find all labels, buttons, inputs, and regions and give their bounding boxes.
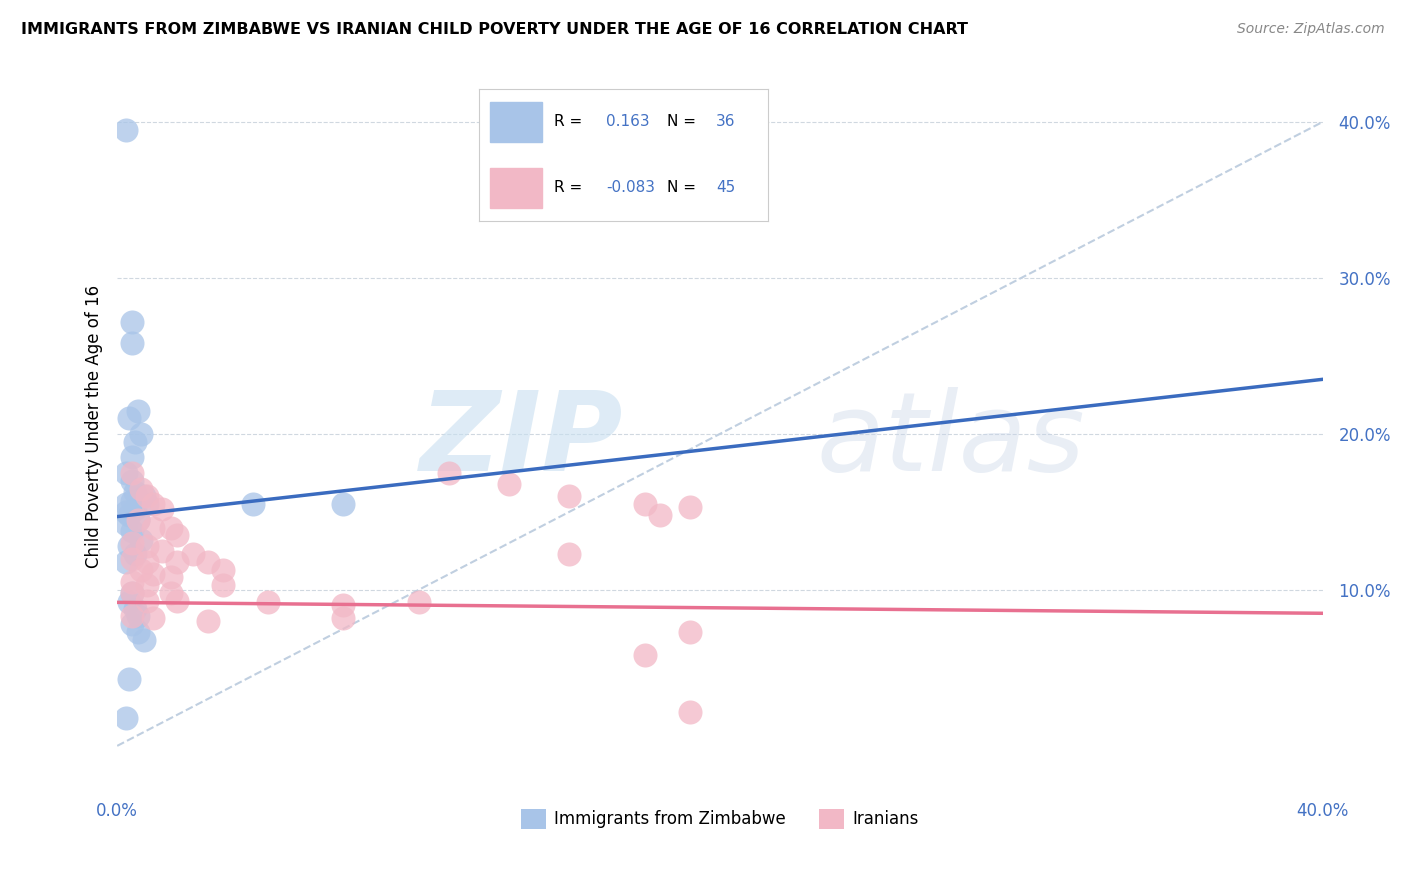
- Point: [121, 494, 143, 508]
- Point: [211, 578, 233, 592]
- Point: [118, 672, 141, 686]
- Point: [134, 489, 156, 503]
- Point: [121, 474, 143, 488]
- Point: [142, 497, 165, 511]
- Point: [124, 547, 146, 561]
- Point: [408, 595, 430, 609]
- Point: [633, 648, 655, 663]
- Point: [181, 547, 204, 561]
- Point: [633, 497, 655, 511]
- Point: [121, 586, 143, 600]
- Point: [142, 611, 165, 625]
- Point: [332, 611, 354, 625]
- Point: [115, 466, 138, 480]
- Point: [121, 575, 143, 590]
- Text: IMMIGRANTS FROM ZIMBABWE VS IRANIAN CHILD POVERTY UNDER THE AGE OF 16 CORRELATIO: IMMIGRANTS FROM ZIMBABWE VS IRANIAN CHIL…: [21, 22, 969, 37]
- Point: [121, 466, 143, 480]
- Point: [127, 609, 149, 624]
- Point: [129, 426, 152, 441]
- Point: [115, 505, 138, 519]
- Point: [127, 403, 149, 417]
- Point: [166, 528, 188, 542]
- Point: [160, 520, 183, 534]
- Point: [115, 711, 138, 725]
- Point: [118, 411, 141, 425]
- Text: atlas: atlas: [817, 387, 1085, 494]
- Point: [121, 617, 143, 632]
- Point: [127, 513, 149, 527]
- Point: [121, 524, 143, 538]
- Point: [129, 482, 152, 496]
- Point: [242, 497, 264, 511]
- Point: [558, 489, 581, 503]
- Point: [136, 539, 159, 553]
- Point: [124, 501, 146, 516]
- Text: Source: ZipAtlas.com: Source: ZipAtlas.com: [1237, 22, 1385, 37]
- Point: [124, 434, 146, 449]
- Point: [679, 705, 702, 719]
- Point: [166, 555, 188, 569]
- Text: ZIP: ZIP: [420, 387, 623, 494]
- Point: [127, 513, 149, 527]
- Point: [160, 586, 183, 600]
- Point: [679, 500, 702, 515]
- Point: [136, 555, 159, 569]
- Point: [121, 551, 143, 566]
- Point: [115, 123, 138, 137]
- Point: [121, 450, 143, 465]
- Point: [115, 497, 138, 511]
- Point: [136, 489, 159, 503]
- Point: [437, 466, 460, 480]
- Point: [166, 594, 188, 608]
- Point: [129, 533, 152, 547]
- Point: [124, 484, 146, 499]
- Point: [136, 594, 159, 608]
- Point: [197, 614, 219, 628]
- Point: [257, 595, 280, 609]
- Point: [211, 563, 233, 577]
- Legend: Immigrants from Zimbabwe, Iranians: Immigrants from Zimbabwe, Iranians: [515, 802, 925, 836]
- Point: [648, 508, 671, 522]
- Point: [150, 501, 173, 516]
- Point: [129, 563, 152, 577]
- Point: [121, 586, 143, 600]
- Point: [118, 595, 141, 609]
- Point: [121, 609, 143, 624]
- Point: [142, 520, 165, 534]
- Point: [136, 497, 159, 511]
- Point: [118, 539, 141, 553]
- Point: [150, 544, 173, 558]
- Point: [124, 601, 146, 615]
- Point: [332, 599, 354, 613]
- Point: [558, 547, 581, 561]
- Y-axis label: Child Poverty Under the Age of 16: Child Poverty Under the Age of 16: [86, 285, 103, 567]
- Point: [121, 315, 143, 329]
- Point: [115, 555, 138, 569]
- Point: [332, 497, 354, 511]
- Point: [118, 508, 141, 522]
- Point: [160, 570, 183, 584]
- Point: [115, 517, 138, 532]
- Point: [679, 625, 702, 640]
- Point: [121, 536, 143, 550]
- Point: [498, 476, 520, 491]
- Point: [142, 567, 165, 582]
- Point: [134, 632, 156, 647]
- Point: [127, 625, 149, 640]
- Point: [197, 555, 219, 569]
- Point: [136, 578, 159, 592]
- Point: [121, 336, 143, 351]
